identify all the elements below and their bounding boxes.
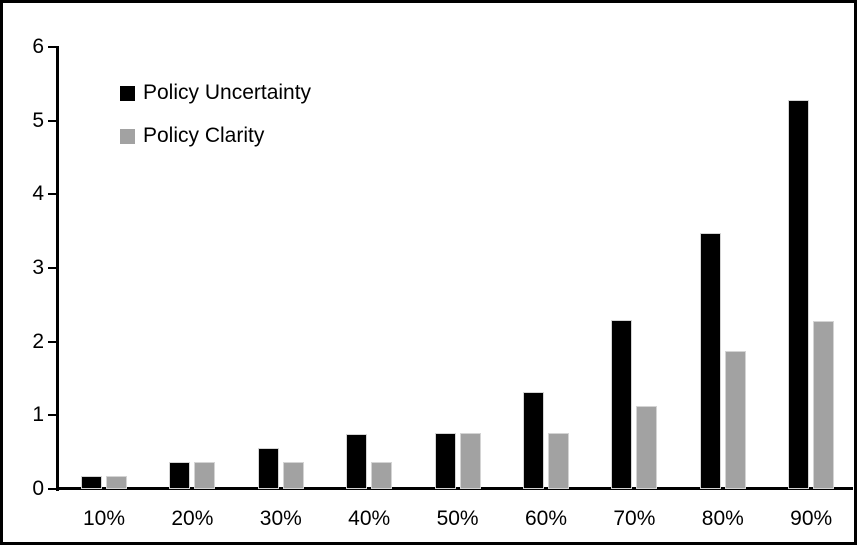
x-category-label: 40% <box>348 507 391 530</box>
bar-policy-uncertainty-70% <box>611 319 633 489</box>
x-category-label: 10% <box>82 507 126 530</box>
y-tick-label: 2 <box>32 329 44 353</box>
bar-policy-clarity-50% <box>459 433 481 489</box>
legend-item-policy-uncertainty: Policy Uncertainty <box>120 81 312 104</box>
y-tick <box>48 193 56 196</box>
bar-policy-uncertainty-90% <box>788 100 810 489</box>
bar-policy-clarity-60% <box>548 433 569 489</box>
x-category-label: 30% <box>259 507 302 530</box>
y-tick-label: 3 <box>32 256 44 280</box>
x-category-label: 70% <box>613 507 656 530</box>
bar-policy-uncertainty-50% <box>434 433 456 489</box>
y-tick <box>48 488 56 490</box>
x-category-label: 60% <box>524 507 568 530</box>
y-tick-label: 5 <box>32 108 44 132</box>
y-tick <box>48 340 56 343</box>
y-tick <box>48 267 56 270</box>
legend-label-policy-uncertainty: Policy Uncertainty <box>143 81 312 104</box>
y-tick-label: 4 <box>32 182 44 206</box>
bar-policy-clarity-30% <box>282 461 304 489</box>
y-tick-label: 6 <box>32 35 44 59</box>
x-category-label: 50% <box>436 507 479 530</box>
legend-item-policy-clarity: Policy Clarity <box>120 124 265 147</box>
bar-policy-clarity-40% <box>371 461 393 489</box>
bar-policy-clarity-10% <box>106 475 127 489</box>
bar-policy-clarity-70% <box>636 405 658 489</box>
bar-policy-uncertainty-20% <box>169 461 191 489</box>
legend-swatch-policy-uncertainty <box>120 85 135 101</box>
y-axis-line <box>56 46 59 491</box>
x-category-label: 20% <box>171 507 214 530</box>
x-category-label: 90% <box>790 507 833 530</box>
bar-policy-uncertainty-30% <box>257 448 279 489</box>
y-tick <box>48 414 56 417</box>
bar-policy-clarity-80% <box>724 351 746 489</box>
legend-swatch-policy-clarity <box>120 128 135 144</box>
y-tick-label: 1 <box>32 403 44 427</box>
bar-policy-clarity-90% <box>813 321 835 489</box>
bar-policy-uncertainty-60% <box>523 391 544 489</box>
bar-policy-uncertainty-40% <box>346 434 368 489</box>
bar-policy-uncertainty-10% <box>81 475 102 489</box>
x-category-label: 80% <box>701 507 744 530</box>
y-tick-label: 0 <box>32 477 44 500</box>
y-tick <box>48 119 56 122</box>
bar-policy-clarity-20% <box>194 461 216 489</box>
legend-label-policy-clarity: Policy Clarity <box>143 124 265 147</box>
y-tick <box>48 46 56 49</box>
bar-policy-uncertainty-80% <box>699 232 721 489</box>
